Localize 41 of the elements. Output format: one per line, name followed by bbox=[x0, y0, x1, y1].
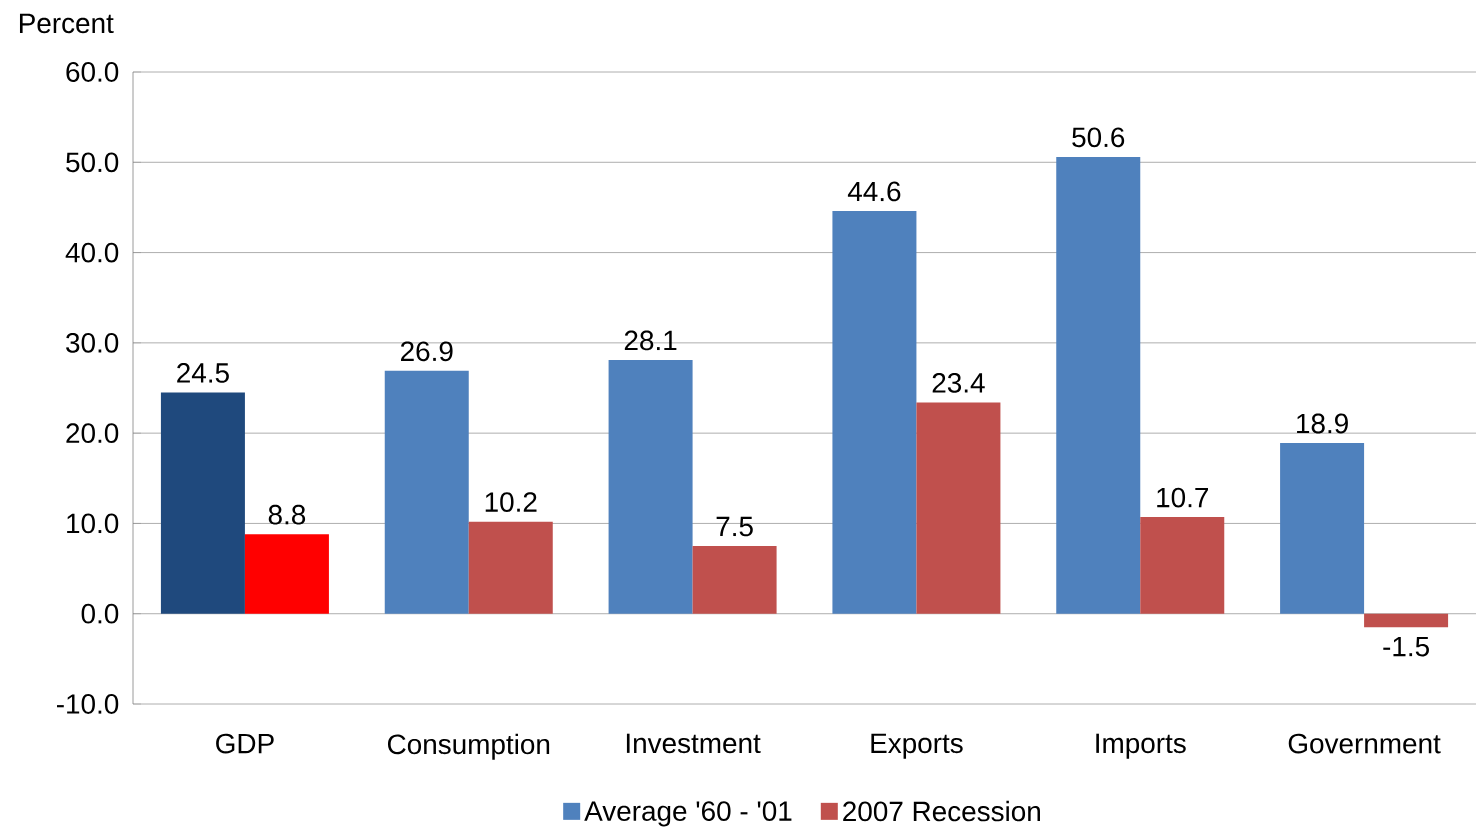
bar bbox=[608, 360, 693, 614]
x-tick-label: Imports bbox=[1096, 733, 1186, 759]
data-label: 10.7 bbox=[1157, 487, 1209, 508]
bar bbox=[1056, 156, 1141, 614]
y-tick-label: 10.0 bbox=[67, 513, 119, 534]
bar bbox=[832, 211, 917, 614]
bar bbox=[468, 521, 553, 614]
data-label: -1.5 bbox=[1383, 636, 1429, 657]
data-label: 50.6 bbox=[1072, 127, 1125, 148]
bar bbox=[692, 546, 777, 614]
y-tick-label: 60.0 bbox=[66, 62, 119, 82]
legend-label: 2007 Recession bbox=[843, 800, 1040, 822]
data-label: 7.5 bbox=[716, 516, 753, 537]
y-tick-label: 30.0 bbox=[66, 332, 119, 353]
x-tick-label: Consumption bbox=[387, 733, 550, 760]
bar bbox=[1280, 443, 1365, 614]
bar bbox=[1140, 517, 1225, 614]
bar bbox=[244, 534, 329, 614]
y-tick-label: 50.0 bbox=[66, 152, 119, 173]
y-tick-label: 40.0 bbox=[65, 242, 119, 263]
y-axis-title: Percent bbox=[19, 13, 114, 34]
y-tick-label: 20.0 bbox=[66, 423, 119, 444]
x-tick-label: GDP bbox=[216, 733, 274, 754]
x-tick-label: Exports bbox=[871, 733, 963, 759]
y-tick-label: 0.0 bbox=[81, 603, 119, 624]
y-tick-label: -10.0 bbox=[56, 694, 119, 714]
bar bbox=[1364, 613, 1449, 628]
bar bbox=[384, 370, 469, 614]
legend-label: Average '60 - '01 bbox=[584, 801, 792, 827]
bar bbox=[160, 392, 245, 614]
data-label: 18.9 bbox=[1297, 413, 1348, 434]
data-label: 28.1 bbox=[624, 330, 677, 351]
bar bbox=[916, 402, 1001, 614]
data-label: 10.2 bbox=[485, 492, 537, 512]
data-label: 24.5 bbox=[177, 363, 229, 383]
data-label: 8.8 bbox=[268, 504, 306, 525]
x-tick-label: Investment bbox=[626, 733, 761, 754]
data-label: 44.6 bbox=[847, 181, 901, 202]
data-label: 26.9 bbox=[401, 341, 453, 362]
data-label: 23.4 bbox=[932, 372, 985, 393]
x-tick-label: Government bbox=[1288, 733, 1441, 754]
